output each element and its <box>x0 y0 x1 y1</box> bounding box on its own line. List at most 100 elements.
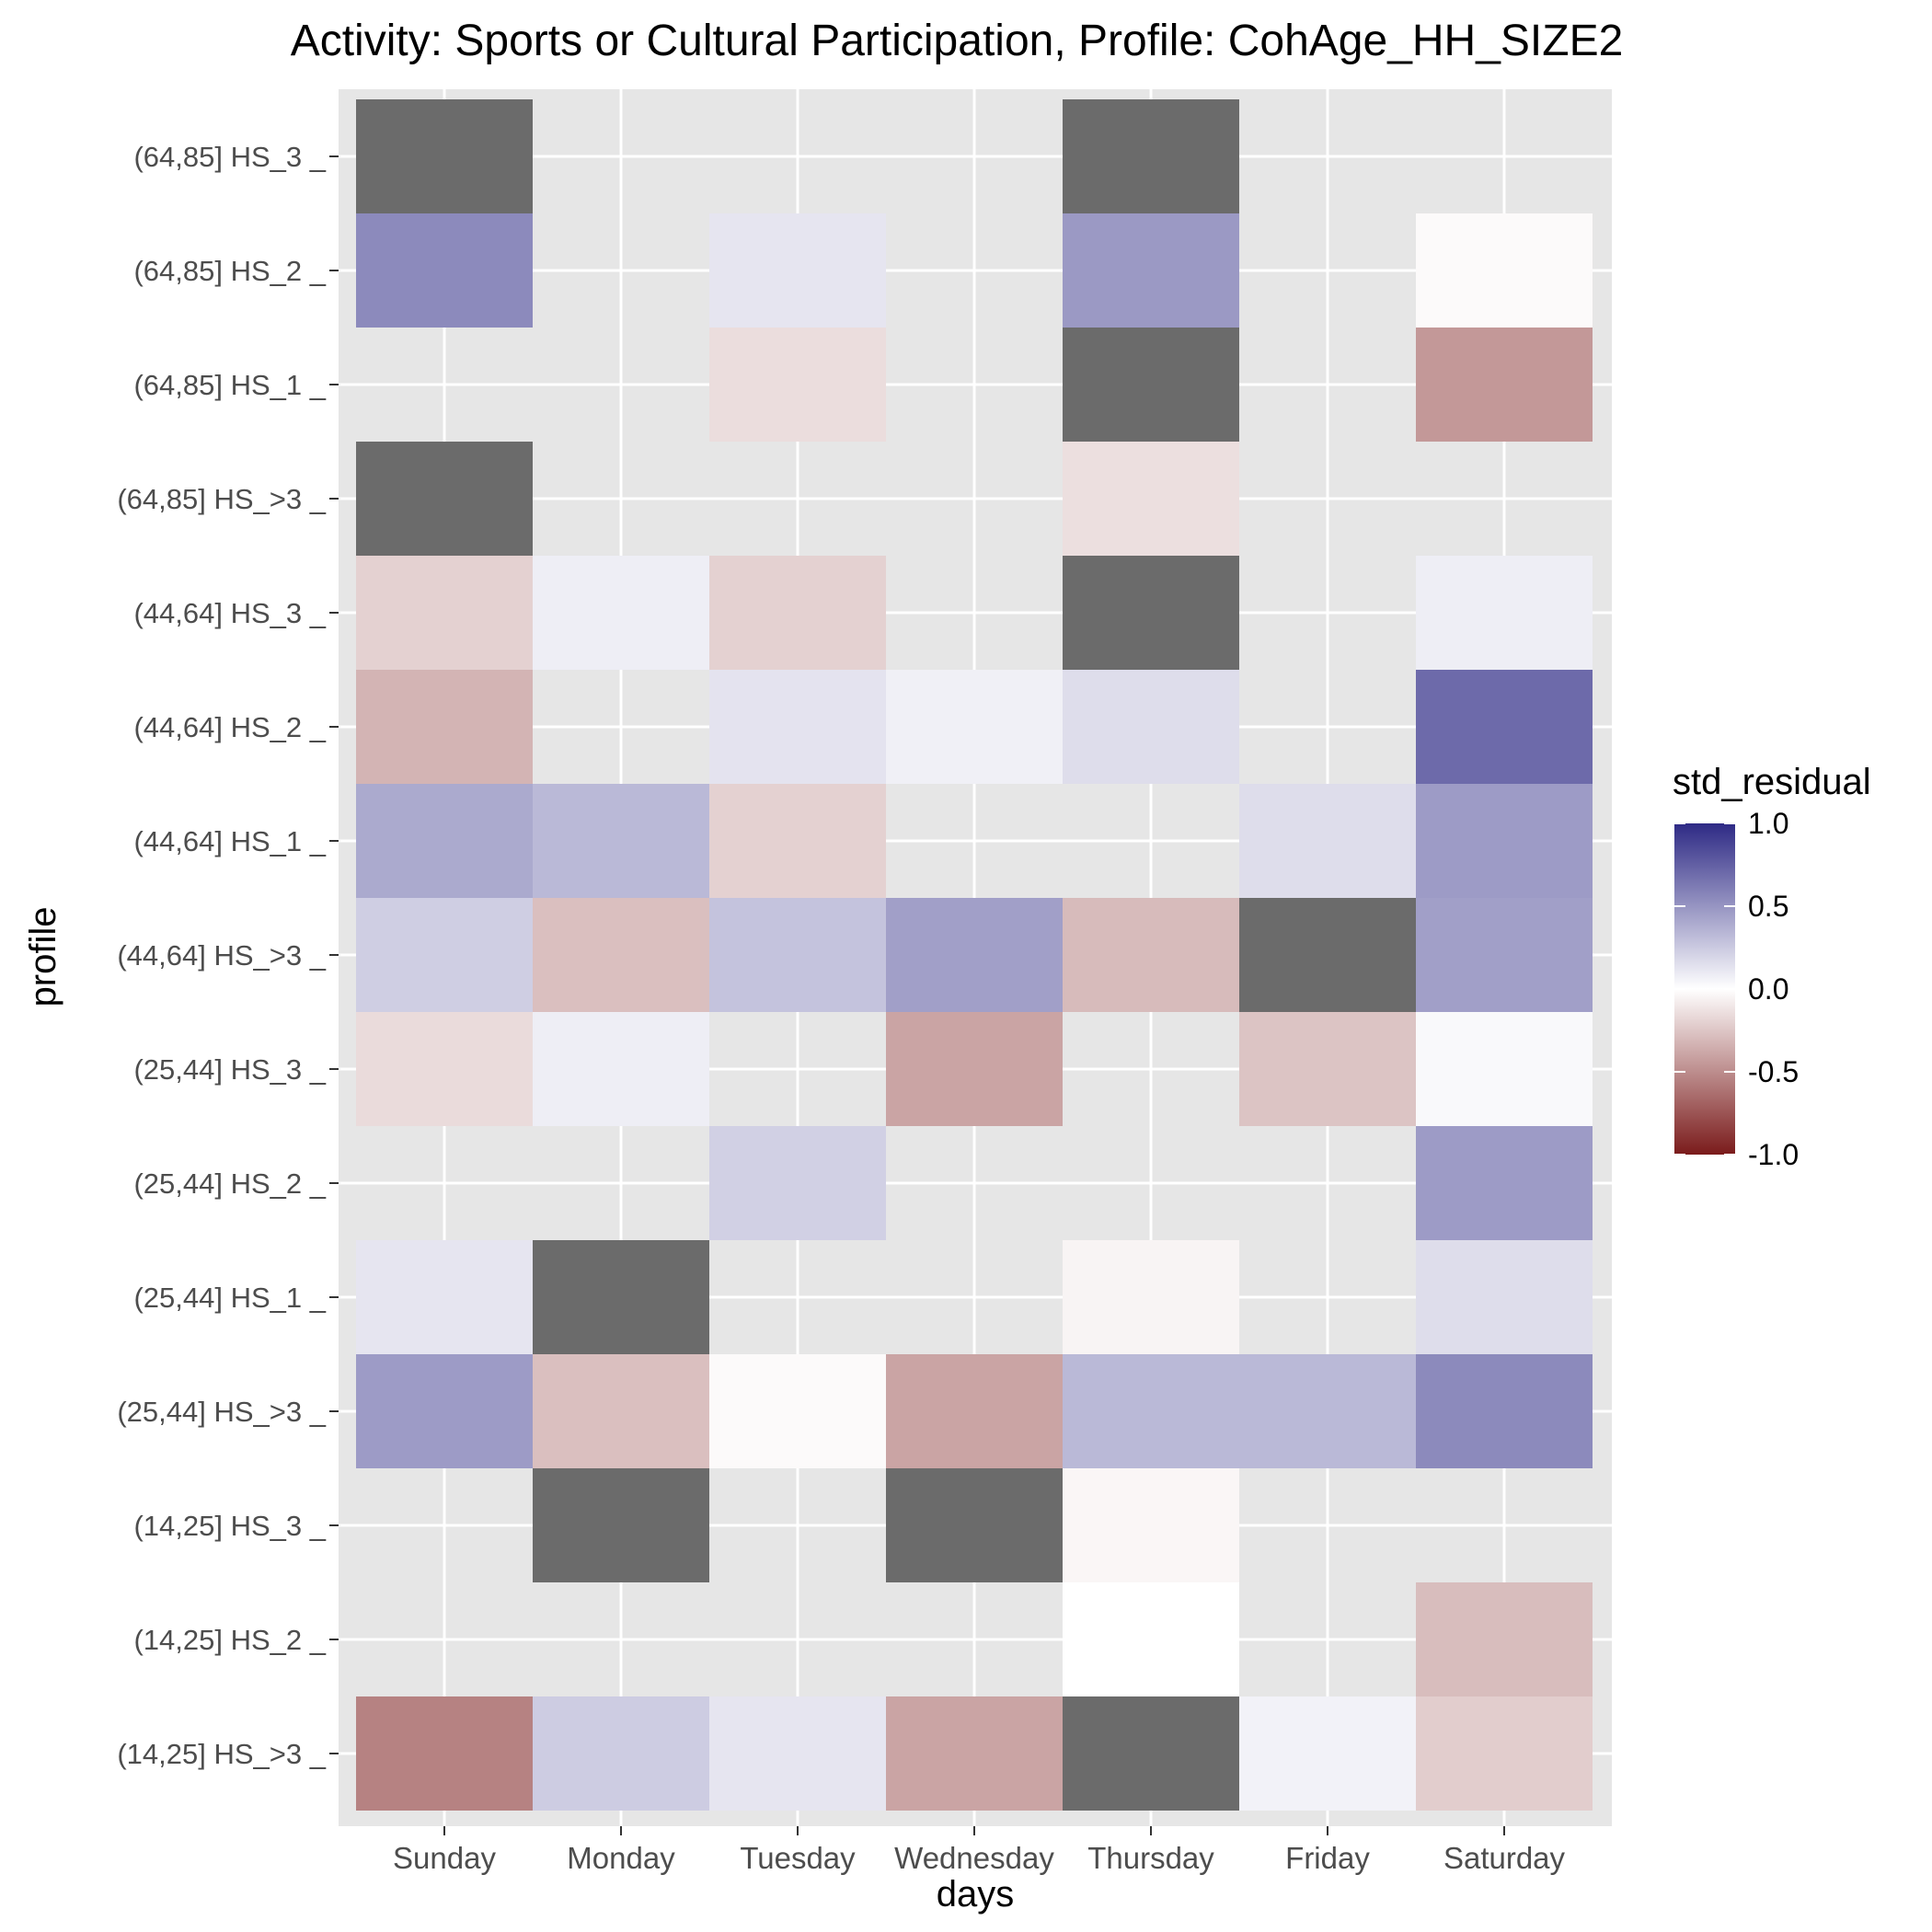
y-tick-label: (44,64] HS_2 _ <box>133 711 326 743</box>
heatmap-cell <box>1416 1696 1593 1811</box>
y-tick-label: (25,44] HS_>3 _ <box>117 1396 326 1428</box>
y-tick-label: (64,85] HS_2 _ <box>133 255 326 287</box>
heatmap-cell <box>1063 1354 1239 1468</box>
heatmap-cell <box>886 1354 1063 1468</box>
legend-tick-label: 0.5 <box>1748 890 1788 923</box>
heatmap-cell <box>1063 898 1239 1012</box>
heatmap-cell <box>1416 1582 1593 1696</box>
heatmap-cell <box>1239 1012 1416 1126</box>
heatmap-cell <box>1416 784 1593 898</box>
heatmap-cell <box>533 1012 709 1126</box>
heatmap-cell <box>1063 670 1239 784</box>
heatmap-cell <box>709 1696 886 1811</box>
legend-tick-label: -0.5 <box>1748 1055 1799 1088</box>
y-tick-label: (25,44] HS_3 _ <box>133 1053 326 1086</box>
x-tick-label: Saturday <box>1443 1841 1566 1875</box>
heatmap-cell <box>1063 1696 1239 1811</box>
heatmap-cell <box>1239 784 1416 898</box>
y-tick-label: (64,85] HS_3 _ <box>133 141 326 173</box>
heatmap-cell <box>709 556 886 670</box>
y-tick-label: (25,44] HS_1 _ <box>133 1282 326 1314</box>
heatmap-cell <box>1063 213 1239 328</box>
chart-title: Activity: Sports or Cultural Participati… <box>291 17 1624 65</box>
y-tick-label: (25,44] HS_2 _ <box>133 1167 326 1200</box>
heatmap-cell <box>709 670 886 784</box>
heatmap-cell <box>1416 670 1593 784</box>
heatmap-cell <box>1416 898 1593 1012</box>
heatmap-cell <box>356 442 533 556</box>
y-axis-ticks: (64,85] HS_3 _ (64,85] HS_2 _ (64,85] HS_1… <box>117 141 339 1770</box>
heatmap-cell <box>356 784 533 898</box>
heatmap-cell <box>709 213 886 328</box>
heatmap-cell <box>1063 556 1239 670</box>
x-tick-label: Sunday <box>393 1841 496 1875</box>
legend: std_residual 1.0 0.5 0.0 -0.5 -1.0 <box>1673 762 1871 1171</box>
heatmap-cell <box>886 1696 1063 1811</box>
heatmap-cell <box>1063 442 1239 556</box>
heatmap-cell <box>1063 1468 1239 1582</box>
heatmap-cell <box>709 1126 886 1240</box>
heatmap-cell <box>1416 328 1593 442</box>
heatmap-cell <box>1416 1354 1593 1468</box>
y-tick-label: (44,64] HS_1 _ <box>133 825 326 857</box>
heatmap-cell <box>1416 556 1593 670</box>
x-axis-title: days <box>937 1874 1015 1915</box>
y-tick-label: (14,25] HS_3 _ <box>133 1510 326 1542</box>
heatmap-cell <box>886 1012 1063 1126</box>
heatmap-cell <box>533 898 709 1012</box>
legend-tick-label: 1.0 <box>1748 807 1788 840</box>
x-tick-label: Tuesday <box>740 1841 856 1875</box>
heatmap-cells <box>356 99 1593 1811</box>
y-tick-label: (44,64] HS_>3 _ <box>117 939 326 972</box>
heatmap-cell <box>1416 1240 1593 1354</box>
heatmap-cell <box>356 556 533 670</box>
heatmap-cell <box>356 670 533 784</box>
heatmap-cell <box>356 1696 533 1811</box>
heatmap-cell <box>356 1240 533 1354</box>
x-tick-label: Wednesday <box>894 1841 1054 1875</box>
heatmap-cell <box>886 1468 1063 1582</box>
heatmap-cell <box>1063 1582 1239 1696</box>
heatmap-cell <box>1239 1354 1416 1468</box>
heatmap-cell <box>533 1696 709 1811</box>
heatmap-cell <box>1239 1696 1416 1811</box>
y-axis-title: profile <box>23 907 63 1007</box>
heatmap-cell <box>533 1354 709 1468</box>
legend-title: std_residual <box>1673 762 1871 802</box>
heatmap-cell <box>356 213 533 328</box>
heatmap-cell <box>1239 898 1416 1012</box>
legend-tick-label: 0.0 <box>1748 972 1788 1006</box>
y-tick-label: (64,85] HS_>3 _ <box>117 483 326 515</box>
x-tick-label: Friday <box>1285 1841 1370 1875</box>
heatmap-cell <box>1416 213 1593 328</box>
heatmap-cell <box>709 1354 886 1468</box>
heatmap-cell <box>356 1012 533 1126</box>
y-tick-label: (14,25] HS_>3 _ <box>117 1738 326 1770</box>
heatmap-cell <box>356 1354 533 1468</box>
legend-ticks: 1.0 0.5 0.0 -0.5 -1.0 <box>1674 807 1799 1171</box>
legend-tick-label: -1.0 <box>1748 1138 1799 1171</box>
y-tick-label: (14,25] HS_2 _ <box>133 1624 326 1656</box>
heatmap-cell <box>1063 328 1239 442</box>
heatmap-cell <box>533 1468 709 1582</box>
heatmap-cell <box>886 670 1063 784</box>
heatmap-cell <box>709 784 886 898</box>
heatmap-cell <box>356 99 533 213</box>
heatmap-cell <box>356 898 533 1012</box>
heatmap-cell <box>1416 1126 1593 1240</box>
y-tick-label: (44,64] HS_3 _ <box>133 597 326 629</box>
y-tick-label: (64,85] HS_1 _ <box>133 369 326 401</box>
heatmap-cell <box>1063 1240 1239 1354</box>
x-tick-label: Thursday <box>1087 1841 1214 1875</box>
heatmap-cell <box>1063 99 1239 213</box>
heatmap-cell <box>709 898 886 1012</box>
heatmap-cell <box>533 1240 709 1354</box>
heatmap-cell <box>709 328 886 442</box>
x-axis-ticks: Sunday Monday Tuesday Wednesday Thursday Frid… <box>393 1826 1566 1875</box>
x-tick-label: Monday <box>567 1841 675 1875</box>
heatmap-cell <box>533 556 709 670</box>
heatmap-cell <box>886 898 1063 1012</box>
heatmap-cell <box>533 784 709 898</box>
heatmap-cell <box>1416 1012 1593 1126</box>
